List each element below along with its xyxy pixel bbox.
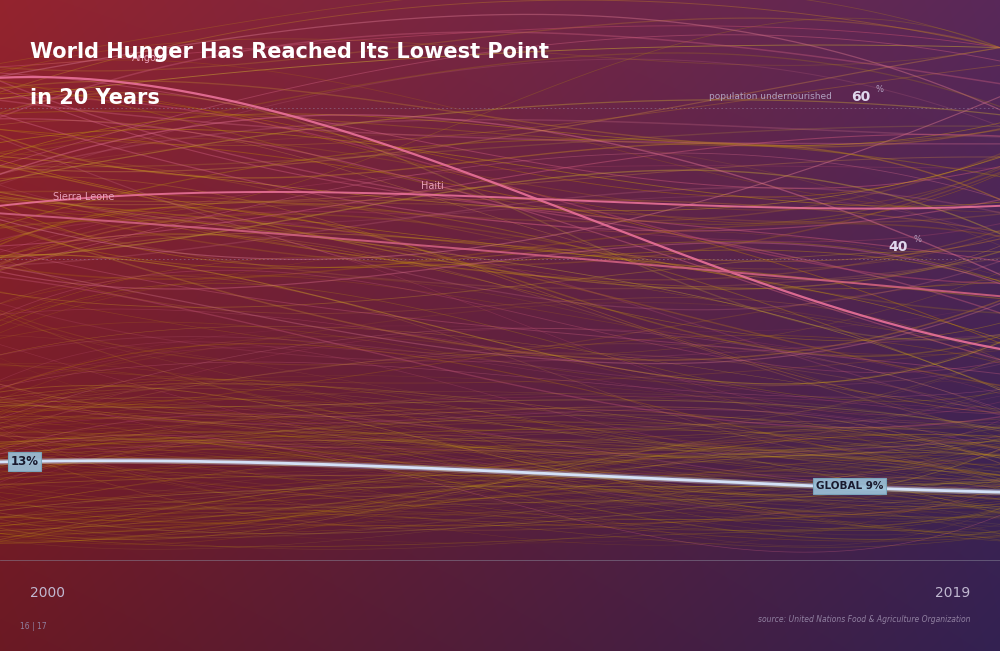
Text: 40: 40: [889, 240, 908, 255]
Text: 2019: 2019: [935, 586, 970, 600]
Text: in 20 Years: in 20 Years: [30, 88, 160, 108]
Text: 2000: 2000: [30, 586, 65, 600]
Text: population undernourished: population undernourished: [709, 92, 835, 101]
Text: Sierra Leone: Sierra Leone: [53, 192, 114, 202]
Text: Angola: Angola: [132, 53, 165, 62]
Text: source: United Nations Food & Agriculture Organization: source: United Nations Food & Agricultur…: [758, 615, 970, 624]
Text: GLOBAL 9%: GLOBAL 9%: [816, 481, 883, 491]
Text: 13%: 13%: [11, 456, 39, 469]
Text: 16 | 17: 16 | 17: [20, 622, 47, 631]
Text: %: %: [914, 235, 922, 244]
Text: 60: 60: [851, 90, 870, 104]
Text: Haiti: Haiti: [421, 181, 444, 191]
Text: World Hunger Has Reached Its Lowest Point: World Hunger Has Reached Its Lowest Poin…: [30, 42, 549, 62]
Text: %: %: [876, 85, 884, 94]
